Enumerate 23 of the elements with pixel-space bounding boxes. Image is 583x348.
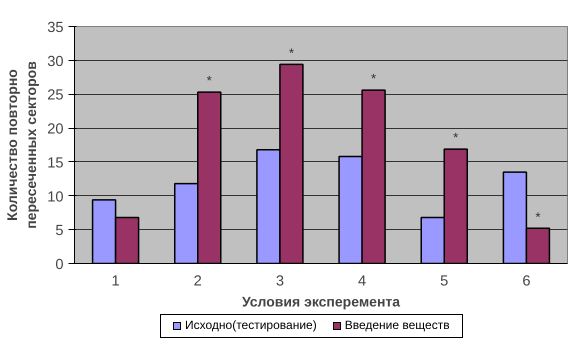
annotation: * <box>206 73 212 88</box>
x-axis-title: Условия эксперемента <box>242 294 400 310</box>
y-tick-label: 30 <box>47 54 64 70</box>
annotation: * <box>370 71 376 86</box>
x-tick-label: 2 <box>194 274 202 290</box>
y-tick-label: 10 <box>47 189 64 206</box>
annotation: * <box>453 130 458 146</box>
x-tick-label: 1 <box>112 274 120 290</box>
x-tick-label: 6 <box>522 274 530 290</box>
x-tick-label: 4 <box>358 274 366 290</box>
y-tick-label: 20 <box>47 122 64 138</box>
y-tick-label: 15 <box>47 155 64 172</box>
x-tick-label: 3 <box>276 274 284 290</box>
x-tick-label: 5 <box>440 274 448 290</box>
y-tick-label: 25 <box>47 88 64 104</box>
y-tick-label: 0 <box>55 257 64 273</box>
y-axis-title: Количество повторно пересеченных секторов <box>4 60 40 229</box>
y-tick-label: 35 <box>47 20 64 36</box>
legend-label: Исходно(тестирование) <box>185 317 317 334</box>
annotation: * <box>288 45 294 60</box>
annotation: * <box>535 209 541 224</box>
y-tick-label: 5 <box>55 223 64 240</box>
legend-label: Введение веществ <box>344 317 450 334</box>
